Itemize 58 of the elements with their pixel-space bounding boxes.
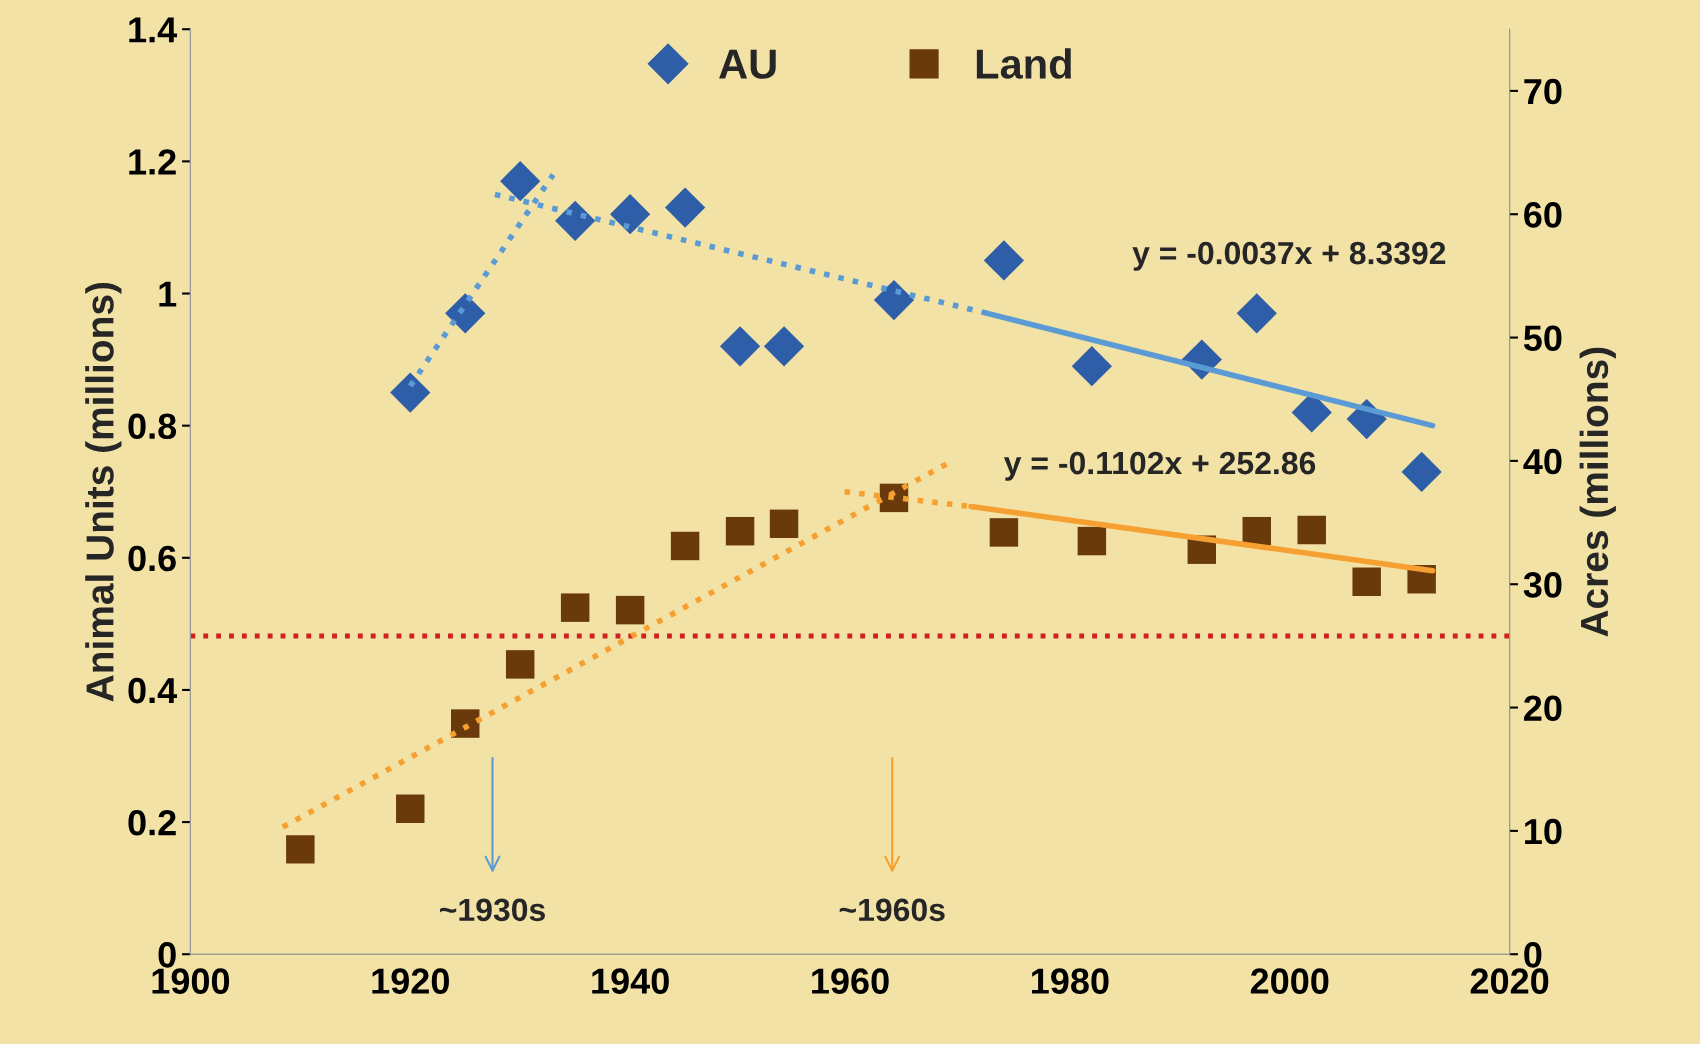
y2-tick-label: 40 <box>1523 448 1562 475</box>
y-tick-label: 0.4 <box>128 677 178 704</box>
point <box>390 372 431 413</box>
point <box>505 650 535 679</box>
point <box>664 187 706 228</box>
point <box>615 595 645 625</box>
point <box>500 161 541 202</box>
x-tick-label: 2000 <box>1250 968 1329 994</box>
point <box>719 326 761 367</box>
y2-tick-label: 10 <box>1525 818 1562 845</box>
annotation: y = -0.0037x + 8.3392 <box>1132 241 1446 271</box>
y-tick-label: 1.4 <box>129 17 178 43</box>
y2-tick-label: 60 <box>1524 202 1562 228</box>
point <box>555 200 596 241</box>
point <box>286 835 315 864</box>
point <box>451 709 480 738</box>
x-tick-label: 1940 <box>592 968 669 994</box>
y2-tick-label: 20 <box>1524 695 1562 721</box>
point <box>1236 293 1277 334</box>
annotation: y = -0.1102x + 252.86 <box>1003 451 1316 481</box>
x-tick-label: 1920 <box>372 968 449 994</box>
y2-tick-label: 70 <box>1524 78 1562 105</box>
point <box>396 794 425 823</box>
point <box>1297 515 1326 545</box>
point <box>670 531 700 561</box>
annotation: ~1930s <box>440 898 545 922</box>
y-tick-label: 0 <box>158 942 176 968</box>
point <box>1071 346 1112 387</box>
x-tick-label: 1960 <box>812 968 889 994</box>
y-tick-label: 1.2 <box>129 149 176 175</box>
y2-axis-title: Acres (millions) <box>1579 347 1616 637</box>
x-tick-label: 1900 <box>152 968 230 994</box>
point <box>983 240 1025 281</box>
y2-tick-label: 0 <box>1524 942 1542 968</box>
point <box>1352 567 1381 596</box>
point <box>445 293 486 334</box>
legend-label: Land <box>976 48 1071 79</box>
point <box>1401 451 1442 493</box>
point <box>725 516 755 546</box>
point <box>989 518 1019 547</box>
y-tick-label: 0.2 <box>128 809 176 836</box>
y-axis-title: Animal Units (millions) <box>85 282 122 702</box>
point <box>873 279 915 321</box>
point <box>1242 516 1271 546</box>
point <box>610 194 651 235</box>
point <box>560 593 590 622</box>
y-tick-label: 0.6 <box>128 545 176 572</box>
point <box>1077 526 1107 556</box>
x-tick-label: 2020 <box>1470 968 1549 994</box>
annotation: ~1960s <box>839 898 945 922</box>
point <box>769 509 799 539</box>
y2-tick-label: 30 <box>1523 572 1562 598</box>
y-tick-label: 1 <box>159 281 177 307</box>
point <box>763 326 805 367</box>
x-tick-label: 1980 <box>1031 968 1109 994</box>
legend-label: AU <box>719 49 776 79</box>
y2-tick-label: 50 <box>1523 325 1562 351</box>
y-tick-label: 0.8 <box>128 413 177 440</box>
